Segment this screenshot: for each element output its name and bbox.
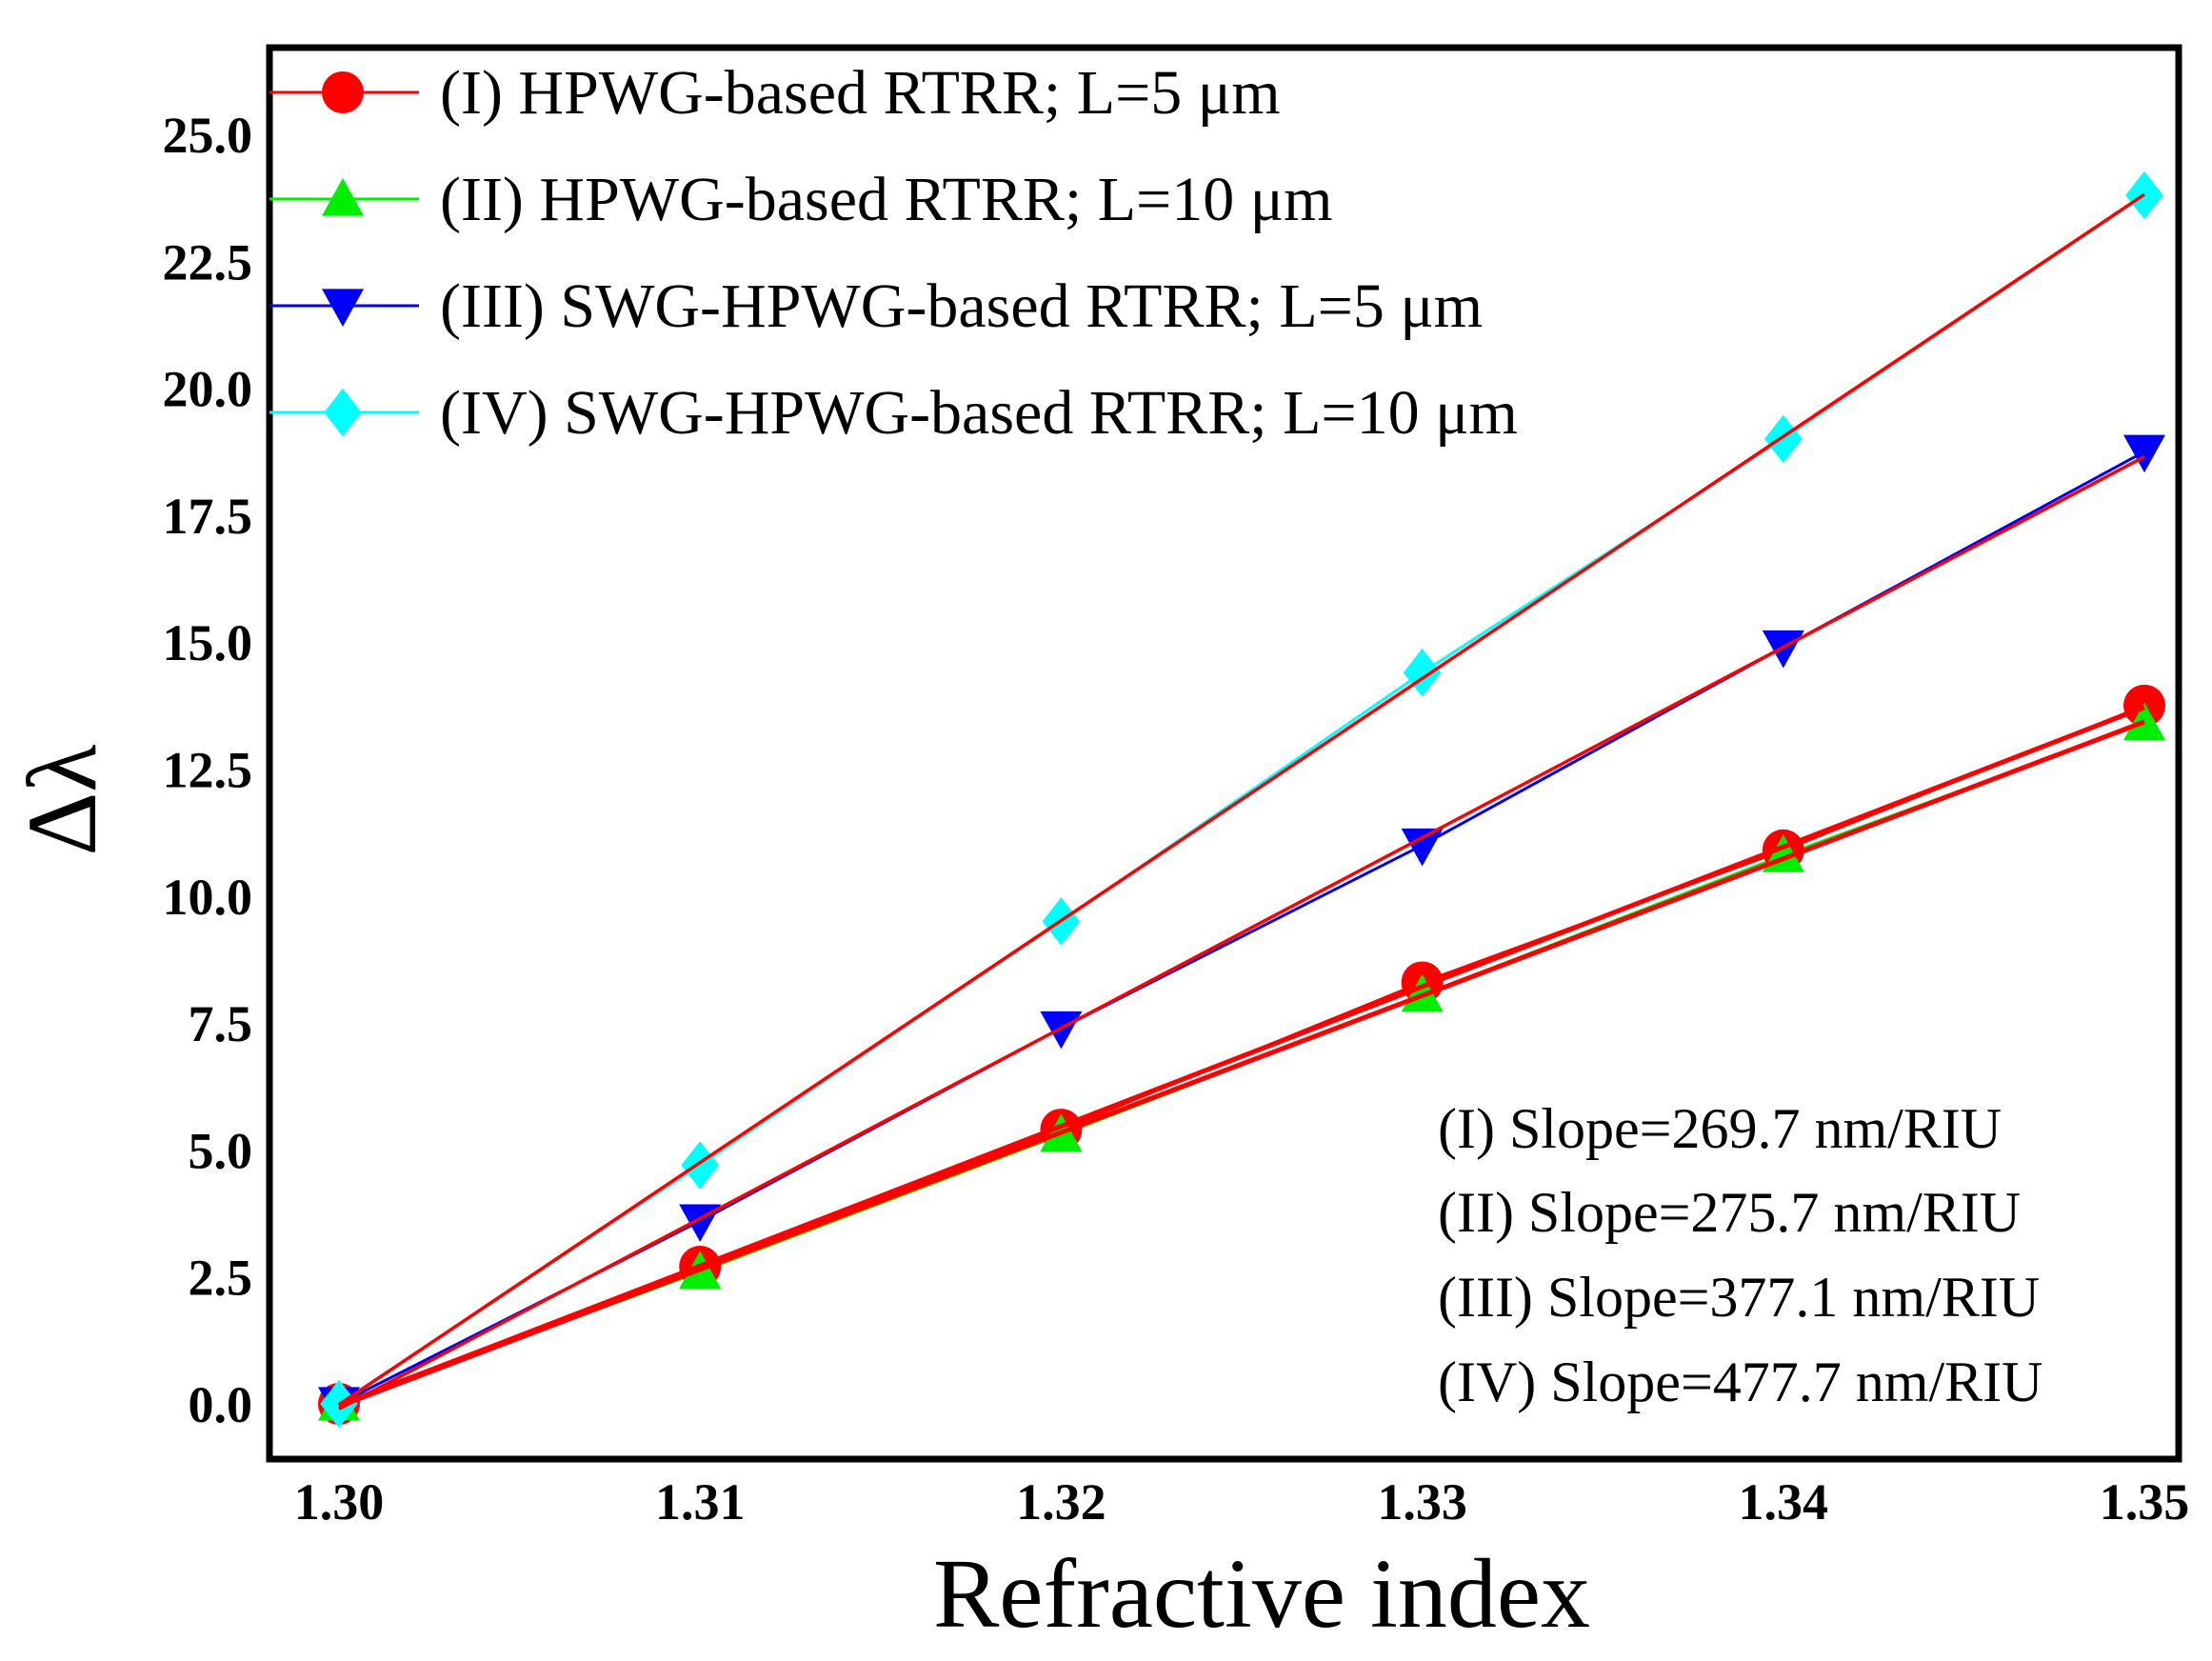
- x-axis-title: Refractive index: [933, 1539, 1590, 1649]
- plot-area: [318, 170, 2165, 1429]
- legend-item-2: (II) HPWG-based RTRR; L=10 μm: [269, 165, 1333, 234]
- legend-marker-icon: [324, 388, 362, 437]
- y-axis-title: Δλ: [8, 744, 117, 855]
- data-point-3-3: [1040, 1011, 1083, 1050]
- x-tick-label: 1.33: [1377, 1473, 1467, 1531]
- data-point-4-5: [1764, 414, 1803, 464]
- data-point-2-6: [2123, 702, 2165, 741]
- y-tick-label: 25.0: [163, 107, 253, 164]
- legend-marker-icon: [322, 178, 364, 216]
- y-tick-label: 2.5: [189, 1250, 253, 1307]
- legend-label: (IV) SWG-HPWG-based RTRR; L=10 μm: [440, 378, 1518, 448]
- y-tick-label: 10.0: [163, 869, 253, 926]
- y-tick-label: 0.0: [189, 1376, 253, 1433]
- y-tick-label: 7.5: [189, 995, 253, 1052]
- y-tick-label: 20.0: [163, 361, 253, 418]
- fit-line-1: [338, 705, 2145, 1409]
- y-tick-label: 17.5: [163, 488, 253, 545]
- fit-line-4: [338, 192, 2145, 1407]
- x-axis-ticks: 1.30 1.31 1.32 1.33 1.34 1.35: [294, 1473, 2190, 1531]
- slope-annotation: (III) Slope=377.1 nm/RIU: [1438, 1266, 2040, 1329]
- x-tick-label: 1.31: [655, 1473, 746, 1531]
- slope-annotations: (I) Slope=269.7 nm/RIU (II) Slope=275.7 n…: [1438, 1097, 2043, 1413]
- legend-item-4: (IV) SWG-HPWG-based RTRR; L=10 μm: [269, 378, 1518, 448]
- y-axis-ticks: 0.0 2.5 5.0 7.5 10.0 12.5 15.0 17.5 20.0 22.5 25.0: [163, 107, 253, 1433]
- data-point-3-4: [1401, 828, 1444, 867]
- data-point-3-5: [1762, 630, 1804, 669]
- fit-line-3: [338, 455, 2145, 1411]
- plot-frame: [266, 44, 2182, 1463]
- slope-annotation: (I) Slope=269.7 nm/RIU: [1438, 1097, 2002, 1160]
- data-point-2-4: [1401, 973, 1444, 1012]
- legend-label: (I) HPWG-based RTRR; L=5 μm: [440, 58, 1281, 128]
- data-point-4-2: [681, 1141, 719, 1190]
- legend-marker-icon: [322, 71, 364, 113]
- y-tick-label: 15.0: [163, 614, 253, 671]
- series-line-3: [338, 450, 2145, 1406]
- legend: (I) HPWG-based RTRR; L=5 μm (II) HPWG-bas…: [269, 58, 1518, 448]
- legend-label: (II) HPWG-based RTRR; L=10 μm: [440, 165, 1333, 234]
- x-tick-label: 1.32: [1016, 1473, 1106, 1531]
- legend-item-3: (III) SWG-HPWG-based RTRR; L=5 μm: [269, 271, 1483, 341]
- legend-marker-icon: [322, 289, 364, 327]
- data-point-4-4: [1403, 648, 1442, 697]
- slope-annotation: (IV) Slope=477.7 nm/RIU: [1438, 1351, 2043, 1413]
- legend-item-1: (I) HPWG-based RTRR; L=5 μm: [269, 58, 1281, 128]
- x-tick-label: 1.35: [2100, 1473, 2190, 1531]
- y-tick-label: 5.0: [189, 1122, 253, 1179]
- y-tick-label: 22.5: [163, 233, 253, 290]
- slope-annotation: (II) Slope=275.7 nm/RIU: [1438, 1181, 2021, 1244]
- series-line-4: [338, 193, 2145, 1406]
- legend-label: (III) SWG-HPWG-based RTRR; L=5 μm: [440, 271, 1483, 341]
- x-tick-label: 1.34: [1739, 1473, 1829, 1531]
- fit-line-2: [338, 719, 2145, 1409]
- y-tick-label: 12.5: [163, 742, 253, 799]
- x-tick-label: 1.30: [294, 1473, 385, 1531]
- data-point-3-6: [2123, 434, 2165, 473]
